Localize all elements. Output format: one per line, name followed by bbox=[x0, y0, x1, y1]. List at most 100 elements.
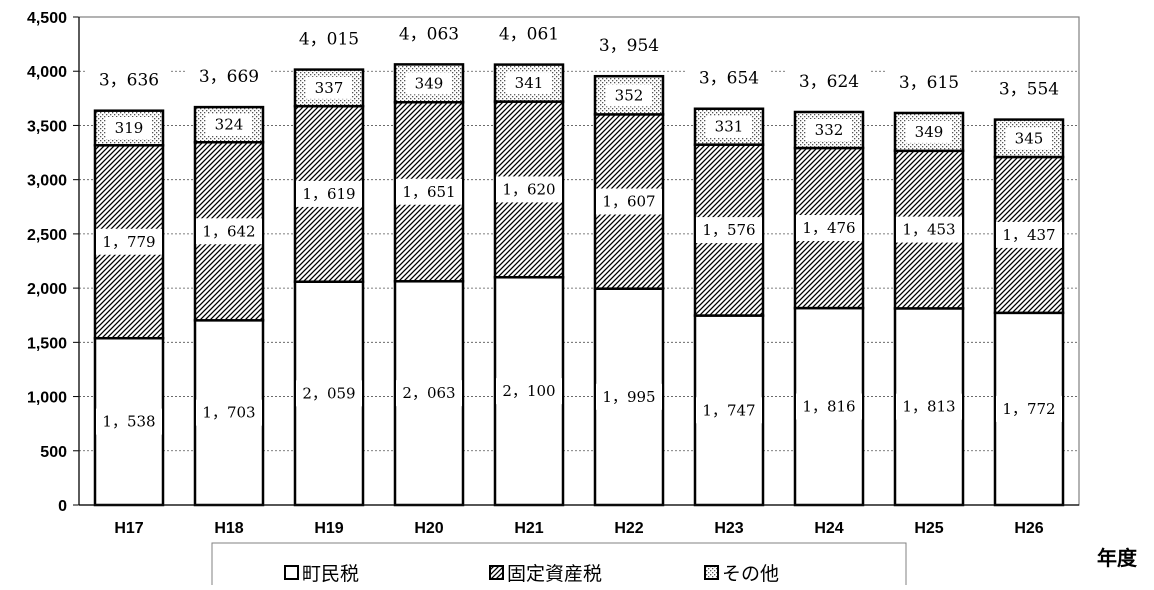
data-label-sonota: 337 bbox=[315, 79, 344, 97]
legend-item-sonota: その他 bbox=[704, 563, 779, 585]
data-label-sonota: 349 bbox=[415, 74, 444, 92]
total-label: 3，615 bbox=[899, 73, 959, 93]
data-label-koteishisanzei: 1，576 bbox=[702, 221, 755, 239]
total-label: 3，554 bbox=[999, 80, 1059, 100]
data-label-chominzei: 1，995 bbox=[602, 388, 655, 406]
legend-label: その他 bbox=[722, 563, 779, 585]
total-label-background bbox=[487, 20, 571, 45]
data-label-background bbox=[796, 393, 862, 420]
data-label-koteishisanzei: 1，476 bbox=[802, 219, 855, 237]
data-label-background bbox=[706, 115, 752, 138]
data-label-koteishisanzei: 1，619 bbox=[302, 185, 355, 203]
data-label-chominzei: 1，703 bbox=[202, 404, 255, 422]
data-label-koteishisanzei: 1，453 bbox=[902, 221, 955, 239]
total-label-background bbox=[687, 64, 771, 89]
data-label-chominzei: 1，747 bbox=[702, 401, 755, 419]
x-tick-label: H25 bbox=[914, 520, 943, 537]
data-label-background bbox=[906, 120, 952, 143]
x-tick-label: H21 bbox=[514, 520, 543, 537]
y-tick-label: 1,500 bbox=[27, 335, 67, 352]
x-axis-unit-label: 年度 bbox=[1097, 546, 1138, 570]
data-label-background bbox=[496, 378, 562, 405]
legend-swatch bbox=[489, 565, 504, 580]
total-label: 4，063 bbox=[399, 24, 459, 44]
y-tick-label: 3,000 bbox=[27, 173, 67, 190]
y-tick-label: 3,500 bbox=[27, 118, 67, 135]
legend-swatch bbox=[704, 565, 719, 580]
total-label: 4，061 bbox=[499, 25, 559, 45]
x-tick-label: H23 bbox=[714, 520, 743, 537]
total-label-background bbox=[187, 63, 271, 88]
data-label-background bbox=[196, 218, 262, 245]
data-label-background bbox=[96, 408, 162, 435]
total-label-background bbox=[887, 68, 971, 93]
x-tick-label: H18 bbox=[214, 520, 243, 537]
data-label-koteishisanzei: 1，779 bbox=[102, 233, 155, 251]
x-tick-label: H22 bbox=[614, 520, 643, 537]
x-tick-label: H19 bbox=[314, 520, 343, 537]
y-tick-label: 4,000 bbox=[27, 64, 67, 81]
total-label-background bbox=[87, 66, 171, 91]
data-label-background bbox=[496, 176, 562, 203]
total-label-background bbox=[387, 20, 471, 45]
legend-label: 町民税 bbox=[302, 563, 359, 585]
y-tick-label: 1,000 bbox=[27, 390, 67, 407]
legend-item-koteishisanzei: 固定資産税 bbox=[489, 563, 602, 585]
data-label-koteishisanzei: 1，620 bbox=[502, 180, 555, 198]
data-label-sonota: 345 bbox=[1015, 129, 1044, 147]
data-label-background bbox=[806, 118, 852, 141]
total-label: 3，669 bbox=[199, 67, 259, 87]
total-label: 4，015 bbox=[299, 30, 359, 50]
data-label-koteishisanzei: 1，642 bbox=[202, 222, 255, 240]
y-tick-label: 2,000 bbox=[27, 281, 67, 298]
data-label-background bbox=[406, 72, 452, 95]
y-tick-label: 0 bbox=[58, 498, 67, 515]
x-tick-label: H17 bbox=[114, 520, 143, 537]
data-label-background bbox=[206, 113, 252, 136]
x-tick-label: H20 bbox=[414, 520, 443, 537]
data-label-chominzei: 1，538 bbox=[102, 413, 155, 431]
legend-box bbox=[211, 542, 907, 590]
total-label-background bbox=[787, 67, 871, 92]
data-label-background bbox=[996, 395, 1062, 422]
data-label-background bbox=[396, 178, 462, 205]
data-label-sonota: 349 bbox=[915, 123, 944, 141]
y-tick-label: 4,500 bbox=[27, 10, 67, 27]
legend: 町民税 固定資産税 その他 bbox=[211, 542, 907, 590]
data-label-background bbox=[296, 380, 362, 407]
data-label-chominzei: 1，816 bbox=[802, 398, 855, 416]
data-label-background bbox=[606, 84, 652, 107]
data-label-koteishisanzei: 1，651 bbox=[402, 183, 455, 201]
data-label-sonota: 324 bbox=[215, 116, 244, 134]
legend-item-chominzei: 町民税 bbox=[284, 563, 359, 585]
total-label-background bbox=[987, 75, 1071, 100]
data-label-background bbox=[896, 393, 962, 420]
data-label-koteishisanzei: 1，437 bbox=[1002, 226, 1055, 244]
x-tick-label: H26 bbox=[1014, 520, 1043, 537]
total-label: 3，636 bbox=[99, 71, 159, 91]
data-label-background bbox=[96, 228, 162, 255]
total-label-background bbox=[587, 32, 671, 57]
y-tick-label: 500 bbox=[40, 444, 67, 461]
data-label-background bbox=[1006, 127, 1052, 150]
data-label-chominzei: 2，063 bbox=[402, 384, 455, 402]
legend-swatch bbox=[284, 565, 299, 580]
data-label-sonota: 331 bbox=[715, 118, 744, 136]
legend-label: 固定資産税 bbox=[507, 563, 602, 585]
data-label-background bbox=[896, 216, 962, 243]
axes: 0 500 1,000 1,500 2,000 2,500 3,000 3,500 4,000 4… bbox=[27, 10, 1080, 537]
data-label-sonota: 319 bbox=[115, 119, 144, 137]
total-label: 3，624 bbox=[799, 72, 859, 92]
data-label-koteishisanzei: 1，607 bbox=[602, 193, 655, 211]
total-label-background bbox=[287, 25, 371, 50]
total-label: 3，654 bbox=[699, 69, 759, 89]
y-tick-label: 2,500 bbox=[27, 227, 67, 244]
data-label-background bbox=[196, 399, 262, 426]
data-label-sonota: 341 bbox=[515, 74, 544, 92]
data-label-background bbox=[296, 180, 362, 207]
data-label-background bbox=[506, 72, 552, 95]
data-label-chominzei: 1，813 bbox=[902, 398, 955, 416]
data-label-chominzei: 1，772 bbox=[1002, 400, 1055, 418]
data-label-background bbox=[596, 383, 662, 410]
